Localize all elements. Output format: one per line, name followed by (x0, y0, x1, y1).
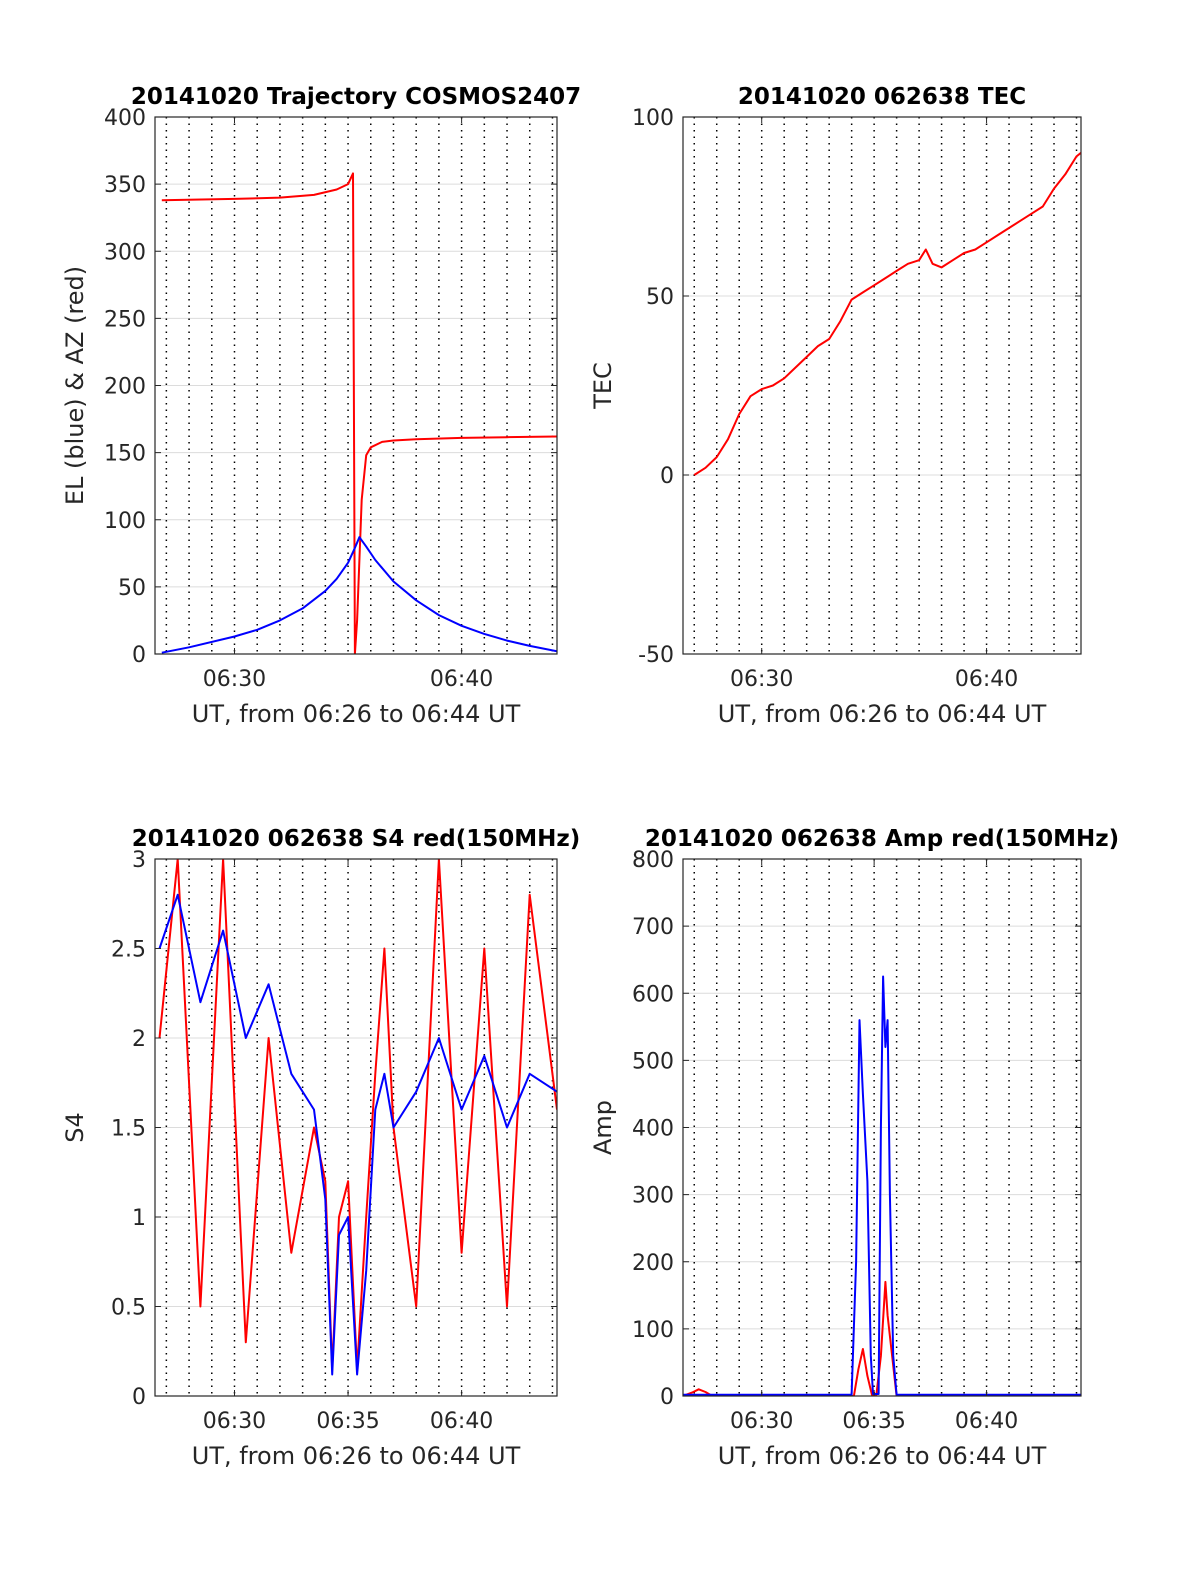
chart-panel-3: 0 0.5 1 1.5 2 2.5 3 06:30 06:35 06:40 20141020 062… (61, 826, 580, 1470)
series-line-1 (683, 1280, 1081, 1396)
series-line-1 (693, 152, 1081, 476)
chart-title: 20141020 062638 TEC (738, 84, 1026, 110)
chart-panel-2: -50 0 50 100 06:30 06:40 20141020 062638 TEC UT… (589, 84, 1082, 728)
series-group (693, 152, 1081, 476)
x-tick-label: 06:30 (730, 667, 793, 692)
y-axis-label: TEC (589, 362, 617, 410)
y-tick-label: 1 (132, 1206, 146, 1231)
series-line-2 (158, 893, 557, 1376)
series-line-2 (161, 536, 557, 654)
x-tick-label: 06:30 (730, 1409, 793, 1434)
series-group (158, 859, 557, 1376)
y-tick-label: -50 (638, 643, 674, 668)
chart-panel-1: 0 50 100 150 200 250 300 350 400 06:30 06:40 201410… (61, 84, 581, 728)
y-tick-label: 800 (632, 848, 674, 873)
x-tick-label: 06:40 (955, 667, 1018, 692)
x-tick-label: 06:30 (203, 667, 266, 692)
x-axis-label: UT, from 06:26 to 06:44 UT (192, 1442, 521, 1470)
y-tick-label: 400 (632, 1117, 674, 1142)
x-tick-label: 06:40 (430, 1409, 493, 1434)
y-tick-label: 3 (132, 848, 146, 873)
x-axis-label: UT, from 06:26 to 06:44 UT (718, 700, 1047, 728)
x-tick-label: 06:30 (203, 1409, 266, 1434)
series-line-1 (158, 859, 557, 1371)
y-axis-label: S4 (61, 1112, 89, 1143)
chart-title: 20141020 062638 S4 red(150MHz) (132, 826, 581, 852)
y-tick-label: 100 (632, 106, 674, 131)
series-group (161, 172, 557, 654)
y-tick-label: 600 (632, 982, 674, 1007)
y-tick-label: 350 (104, 173, 146, 198)
x-tick-label: 06:35 (316, 1409, 379, 1434)
x-tick-label: 06:40 (430, 667, 493, 692)
y-tick-label: 200 (104, 375, 146, 400)
y-tick-label: 250 (104, 307, 146, 332)
x-axis-label: UT, from 06:26 to 06:44 UT (718, 1442, 1047, 1470)
y-tick-label: 100 (104, 509, 146, 534)
y-tick-label: 50 (118, 576, 146, 601)
y-tick-label: 150 (104, 442, 146, 467)
x-tick-label: 06:35 (842, 1409, 905, 1434)
y-tick-label: 300 (632, 1184, 674, 1209)
plot-area (683, 117, 1081, 654)
y-axis-label: Amp (589, 1100, 617, 1155)
series-group (683, 975, 1081, 1396)
y-axis-label: EL (blue) & AZ (red) (61, 266, 89, 505)
chart-title: 20141020 062638 Amp red(150MHz) (645, 826, 1119, 852)
y-tick-label: 400 (104, 106, 146, 131)
series-line-1 (161, 172, 557, 654)
y-tick-label: 700 (632, 915, 674, 940)
x-tick-label: 06:40 (955, 1409, 1018, 1434)
y-tick-label: 1.5 (111, 1117, 146, 1142)
y-tick-label: 0 (660, 464, 674, 489)
y-tick-label: 0 (660, 1385, 674, 1410)
chart-title: 20141020 Trajectory COSMOS2407 (131, 84, 581, 110)
y-tick-label: 500 (632, 1049, 674, 1074)
y-tick-label: 2 (132, 1027, 146, 1052)
y-tick-label: 100 (632, 1318, 674, 1343)
y-tick-label: 0 (132, 1385, 146, 1410)
y-tick-label: 50 (646, 285, 674, 310)
y-tick-label: 300 (104, 240, 146, 265)
chart-panel-4: 0 100 200 300 400 500 600 700 800 06:30 06:35 06:40… (589, 826, 1119, 1470)
y-tick-label: 200 (632, 1251, 674, 1276)
y-tick-label: 0.5 (111, 1296, 146, 1321)
y-tick-label: 0 (132, 643, 146, 668)
series-line-2 (683, 975, 1081, 1396)
x-axis-label: UT, from 06:26 to 06:44 UT (192, 700, 521, 728)
axes-box (682, 116, 1082, 655)
y-tick-label: 2.5 (111, 938, 146, 963)
